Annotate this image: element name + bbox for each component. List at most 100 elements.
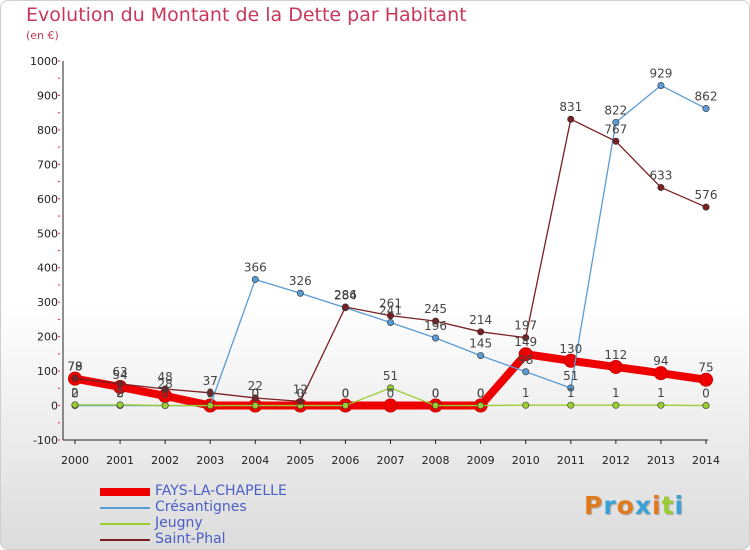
series-point-3 — [296, 397, 304, 405]
series-point-2 — [612, 401, 620, 409]
data-label: 54 — [112, 368, 127, 382]
series-point-3 — [251, 394, 259, 402]
data-label: 1 — [612, 386, 620, 400]
legend-item: Jeugny — [100, 515, 360, 532]
data-label: 0 — [477, 387, 485, 401]
series-point-3 — [341, 303, 349, 311]
series-point-3 — [612, 137, 620, 145]
series-point-1 — [567, 384, 575, 392]
data-label: 149 — [514, 335, 537, 349]
data-label: 831 — [559, 100, 582, 114]
legend-label: Saint-Phal — [155, 531, 226, 547]
data-label: 2 — [116, 386, 124, 400]
x-tick-label: 2004 — [241, 454, 269, 467]
series-point-3 — [116, 380, 124, 388]
data-label: 22 — [248, 379, 263, 393]
series-point-3 — [206, 389, 214, 397]
series-point-1 — [477, 352, 485, 360]
data-label: 79 — [67, 359, 82, 373]
legend-swatch — [100, 539, 150, 541]
data-label: 633 — [649, 168, 672, 182]
data-label: 63 — [112, 365, 127, 379]
data-label: 78 — [67, 360, 82, 374]
data-label: 0 — [206, 387, 214, 401]
data-label: 0 — [432, 387, 440, 401]
series-point-1 — [522, 368, 530, 376]
series-point-1 — [386, 319, 394, 327]
x-tick-label: 2012 — [602, 454, 630, 467]
legend-label: Crésantignes — [155, 499, 247, 515]
data-label: 576 — [695, 188, 718, 202]
series-point-1 — [251, 275, 259, 283]
y-tick-label: 100 — [37, 365, 58, 378]
data-label: 1 — [522, 386, 530, 400]
data-label: 0 — [432, 387, 440, 401]
legend-swatch — [100, 488, 150, 496]
series-point-0 — [518, 347, 533, 362]
data-label: 98 — [518, 353, 533, 367]
x-tick-label: 2006 — [331, 454, 359, 467]
y-tick-label: 600 — [37, 193, 58, 206]
series-point-1 — [432, 334, 440, 342]
series-point-1 — [657, 81, 665, 89]
series-point-0 — [653, 366, 668, 381]
x-tick-label: 2005 — [286, 454, 314, 467]
data-label: 75 — [698, 361, 713, 375]
series-point-2 — [657, 401, 665, 409]
legend-swatch — [100, 523, 150, 525]
series-point-3 — [432, 317, 440, 325]
series-point-0 — [699, 372, 713, 387]
series-point-2 — [71, 401, 79, 409]
data-label: 130 — [559, 342, 582, 356]
series-point-3 — [161, 385, 169, 393]
data-label: 862 — [695, 90, 718, 104]
legend-item: FAYS-LA-CHAPELLE — [100, 483, 360, 500]
data-label: 245 — [424, 302, 447, 316]
data-label: 214 — [469, 313, 492, 327]
data-label: 241 — [379, 304, 402, 318]
chart-subtitle: (en €) — [26, 29, 59, 42]
y-tick-label: 1000 — [30, 55, 58, 68]
series-point-2 — [251, 402, 259, 410]
series-point-3 — [477, 328, 485, 336]
data-label: 0 — [251, 387, 259, 401]
data-label: 0 — [206, 387, 214, 401]
y-tick-label: 900 — [37, 89, 58, 102]
data-label: 196 — [424, 319, 447, 333]
y-tick-label: 500 — [37, 227, 58, 240]
series-point-1 — [702, 105, 710, 113]
series-point-2 — [161, 402, 169, 410]
data-label: 0 — [297, 387, 305, 401]
y-tick-label: 200 — [37, 331, 58, 344]
series-point-2 — [386, 384, 394, 392]
series-point-1 — [296, 289, 304, 297]
data-label: 1 — [657, 386, 665, 400]
chart-legend: FAYS-LA-CHAPELLE Crésantignes Jeugny Saint-… — [100, 483, 360, 548]
data-label: 197 — [514, 319, 537, 333]
data-label: 286 — [334, 288, 357, 302]
data-label: 0 — [71, 387, 79, 401]
legend-item: Saint-Phal — [100, 531, 360, 548]
data-label: 366 — [244, 260, 267, 274]
series-point-2 — [522, 401, 530, 409]
y-tick-label: 800 — [37, 124, 58, 137]
data-label: 12 — [293, 382, 308, 396]
series-point-2 — [206, 402, 214, 410]
series-point-2 — [477, 402, 485, 410]
data-label: 822 — [604, 103, 627, 117]
data-label: 51 — [383, 369, 398, 383]
proxiti-logo: Proxiti — [584, 491, 685, 520]
x-tick-label: 2000 — [61, 454, 89, 467]
data-label: 1 — [567, 386, 575, 400]
data-label: 0 — [342, 387, 350, 401]
series-point-2 — [341, 402, 349, 410]
legend-label: Jeugny — [155, 515, 203, 531]
x-tick-label: 2009 — [467, 454, 495, 467]
data-label: 94 — [653, 354, 668, 368]
y-tick-label: 0 — [51, 400, 58, 413]
data-label: 112 — [604, 348, 627, 362]
data-label: 0 — [387, 387, 395, 401]
series-point-0 — [563, 353, 578, 368]
